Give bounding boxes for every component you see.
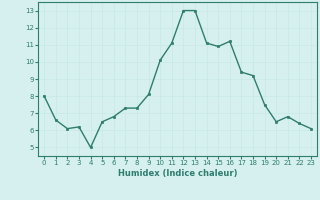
X-axis label: Humidex (Indice chaleur): Humidex (Indice chaleur) [118, 169, 237, 178]
